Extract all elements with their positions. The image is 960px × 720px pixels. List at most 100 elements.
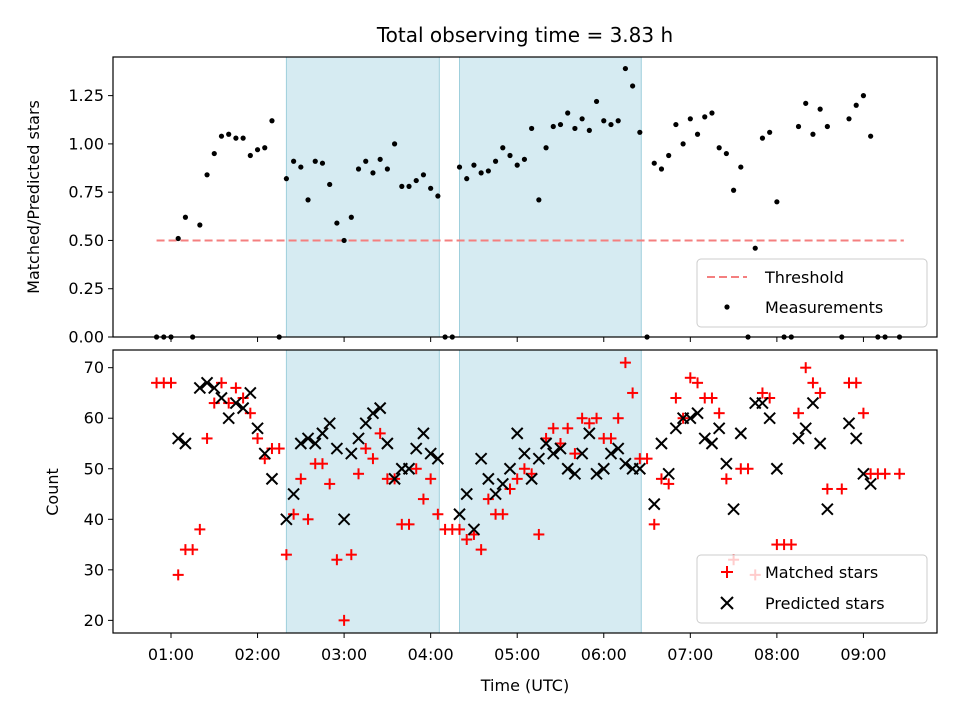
measurement-point <box>716 145 722 151</box>
predicted-star-point <box>619 457 632 470</box>
measurement-point <box>593 98 600 105</box>
predicted-star-point <box>417 427 430 440</box>
predicted-star-point <box>806 396 820 410</box>
legend-threshold-label: Threshold <box>764 268 844 287</box>
predicted-star-point <box>539 437 553 450</box>
measurement-point <box>175 235 181 242</box>
measurement-point <box>485 168 491 174</box>
measurement-point <box>658 166 665 172</box>
measurement-point <box>240 135 246 141</box>
predicted-star-point <box>575 447 589 460</box>
top-x-axis <box>170 337 864 342</box>
matched-star-point <box>187 544 199 556</box>
shaded-interval-1 <box>459 56 642 338</box>
matched-star-point <box>230 382 242 394</box>
predicted-star-point <box>265 472 279 486</box>
x-tick-label: 08:00 <box>754 645 800 664</box>
measurement-point <box>694 131 701 137</box>
measurement-point <box>211 150 217 157</box>
matched-star-point <box>641 453 653 465</box>
predicted-star-point <box>684 412 697 425</box>
predicted-star-point <box>410 442 423 455</box>
measurement-point <box>868 133 874 139</box>
measurement-point <box>565 110 571 116</box>
predicted-star-point <box>193 381 207 395</box>
x-tick-label: 01:00 <box>148 645 194 664</box>
predicted-star-point <box>554 442 567 455</box>
matched-star-point <box>288 508 300 520</box>
matched-star-point <box>893 468 905 480</box>
measurement-point <box>579 116 585 122</box>
x-tick-label: 05:00 <box>494 645 540 664</box>
measurement-point <box>795 123 802 130</box>
measurement-point <box>370 170 376 176</box>
measurement-point <box>536 197 542 203</box>
measurement-point <box>687 116 693 122</box>
top-legend: Threshold Measurements <box>696 258 928 328</box>
matched-star-point <box>432 508 444 520</box>
predicted-star-point <box>301 432 315 445</box>
predicted-star-point <box>345 447 358 460</box>
matched-star-point <box>165 377 177 389</box>
ratio-panel: 0.00 0.25 0.50 0.75 1.00 1.25 Total observing… <box>24 23 938 347</box>
predicted-star-point <box>525 472 538 486</box>
matched-star-point <box>353 468 365 480</box>
measurement-point <box>601 118 607 124</box>
predicted-star-point <box>280 513 293 526</box>
measurement-point <box>767 129 773 135</box>
predicted-star-point <box>453 508 466 521</box>
measurement-point <box>182 214 189 220</box>
predicted-star-point <box>287 487 300 501</box>
measurement-point <box>673 121 679 128</box>
predicted-star-point <box>857 467 870 481</box>
matched-stars-series <box>151 357 905 626</box>
predicted-star-point <box>431 452 445 465</box>
matched-star-point <box>518 463 530 475</box>
y-tick-label: 0.75 <box>68 183 104 202</box>
measurement-point <box>319 160 326 166</box>
predicted-star-point <box>813 437 827 450</box>
predicted-star-point <box>792 432 805 445</box>
predicted-star-point <box>734 427 748 440</box>
measurement-point <box>572 125 578 132</box>
bottom-legend: Matched stars Predicted stars <box>696 554 928 624</box>
measurement-point <box>608 121 614 128</box>
matched-star-point <box>576 412 588 424</box>
matched-star-point <box>194 523 206 535</box>
predicted-star-point <box>611 442 625 455</box>
predicted-star-point <box>323 417 336 430</box>
measurement-point <box>810 131 816 137</box>
measurement-point <box>384 166 390 172</box>
measurement-point <box>428 185 434 191</box>
bottom-y-axis-label: Count <box>43 468 62 516</box>
predicted-star-point <box>568 467 582 481</box>
matched-star-point <box>454 523 466 535</box>
predicted-star-point <box>171 432 185 445</box>
predicted-stars-series <box>171 376 877 536</box>
measurement-point <box>478 170 484 176</box>
measurement-point <box>615 118 621 124</box>
predicted-star-point <box>402 462 416 475</box>
predicted-star-point <box>208 381 221 395</box>
matched-star-point <box>692 377 704 389</box>
measurement-point <box>723 150 729 157</box>
predicted-star-point <box>496 477 509 491</box>
matched-star-point <box>172 569 184 581</box>
measurement-point <box>283 176 289 182</box>
matched-star-point <box>670 392 682 404</box>
measurement-point <box>803 100 809 106</box>
predicted-star-point <box>842 417 856 430</box>
matched-star-point <box>569 448 581 460</box>
legend-measurements-swatch <box>724 304 730 310</box>
matched-star-point <box>706 392 718 404</box>
measurement-point <box>262 145 268 151</box>
measurement-point <box>197 222 203 228</box>
y-tick-label: 40 <box>84 510 104 529</box>
matched-star-point <box>785 539 797 551</box>
measurement-point <box>269 118 275 124</box>
matched-star-point <box>295 473 307 485</box>
matched-star-point <box>742 463 754 475</box>
predicted-star-point <box>698 432 711 445</box>
y-tick-label: 20 <box>84 611 104 630</box>
